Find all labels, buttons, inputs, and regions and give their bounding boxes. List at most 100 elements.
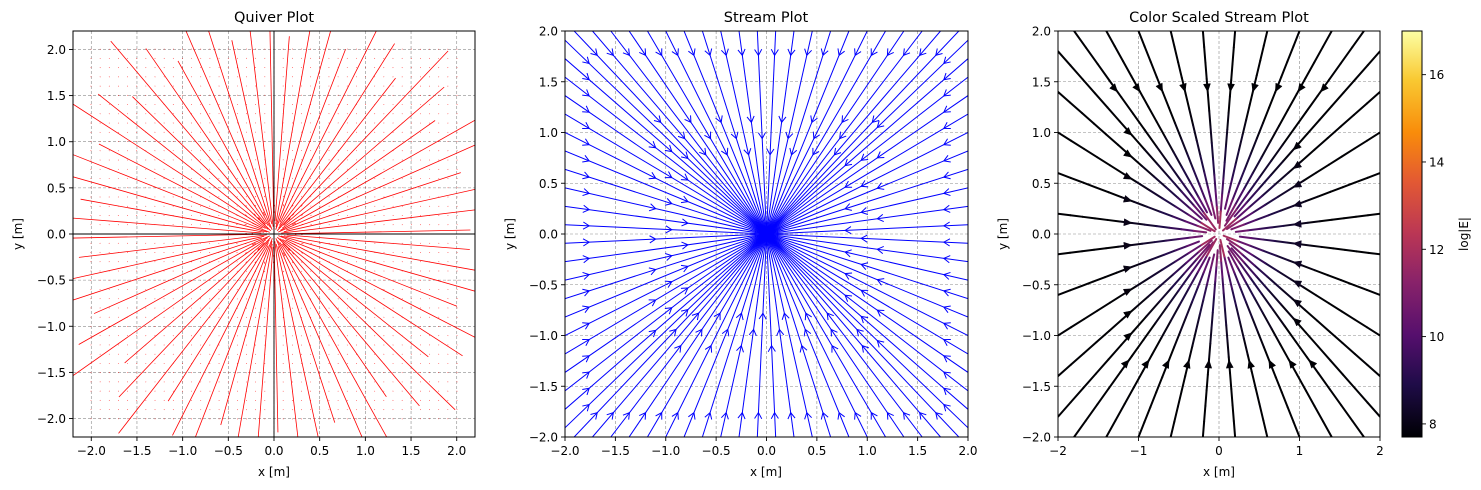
color-stream-segment [1225,203,1237,222]
quiver-arrow [356,150,357,152]
color-stream-segment [1058,90,1071,104]
quiver-arrow [292,252,295,255]
quiver-arrow [328,289,330,291]
stream-arrow [854,411,862,420]
stream-arrow [664,144,673,153]
color-stream-segment [1315,163,1330,174]
stream-arrow [582,105,590,113]
color-stream-segment [1274,254,1290,262]
stream-arrow [671,411,679,420]
color-stream-segment [1081,78,1097,95]
quiver-arrow [99,409,101,411]
stream-line [565,187,767,235]
colorbar-tick-label: 12 [1429,243,1444,257]
quiver-arrow [346,159,348,161]
quiver-arrow [447,48,449,50]
color-stream-segment [1206,237,1218,257]
quiver-arrow [253,252,256,255]
color-stream-segment [1168,226,1183,231]
quiver-arrow [383,131,385,133]
stream-line [565,233,767,281]
color-stream-segment [1354,64,1369,80]
quiver-arrow [281,209,475,234]
color-stream-segment [1234,188,1245,206]
color-stream-segment [1318,218,1333,223]
color-stream-segment [1200,241,1215,260]
quiver-arrow [145,94,147,96]
stream-line [565,233,767,263]
quiver-arrow [410,372,412,374]
quiver-arrow [110,40,266,225]
color-stream-segment [1300,264,1316,272]
stream-arrow [704,344,713,353]
color-stream-segment [1209,253,1216,271]
color-stream-segment [1231,163,1237,181]
color-stream-segment [1300,148,1316,163]
color-stream-segment [1093,247,1108,251]
color-stream-segment [1183,258,1198,275]
color-stream-segment [1259,44,1265,62]
color-stream-arrow [1292,299,1303,308]
color-stream-segment [1238,235,1253,240]
quiver-arrow [90,418,92,420]
stream-arrow [856,328,864,337]
stream-line [766,31,868,235]
color-stream-segment [1203,45,1207,64]
stream-line [766,233,968,410]
quiver-arrows [73,31,475,437]
quiver-panel: −2.0 −1.5 −1.0 −0.5 0.0 0.5 1.0 1.5 2.0 −2.0 −1.5… [11,10,476,479]
stream-arrow [778,115,787,124]
stream-arrow [871,115,880,124]
color-stream-segment [1352,284,1368,291]
color-stream-segment [1268,91,1277,109]
quiver-arrow [286,172,461,231]
quiver-arrow [90,48,92,50]
color-stream-segment [1258,159,1273,179]
color-stream-segment [1131,338,1145,357]
color-stream-segment [1105,419,1117,437]
colorbar-tick-label: 10 [1429,330,1444,344]
stream-arrow [695,328,703,337]
color-stream-x-tick-label: 1 [1296,444,1304,458]
color-stream-arrow [1109,83,1118,93]
stream-line [565,58,767,235]
color-stream-segment [1235,239,1251,247]
quiver-arrow [172,326,174,327]
color-stream-segment [1143,148,1158,165]
color-stream-segment [1366,212,1380,217]
quiver-arrow [456,409,458,411]
color-stream-segment [1330,217,1345,221]
quiver-y-label: y [m] [11,218,25,250]
stream-arrow [787,411,796,420]
quiver-arrow [245,261,247,263]
color-stream-segment [1234,229,1249,233]
stream-line [766,31,813,235]
color-stream-segment [1280,303,1295,320]
quiver-arrow [136,381,138,383]
color-stream-segment [1242,261,1258,278]
color-stream-segment [1157,286,1173,304]
color-stream-segment [1184,220,1199,227]
color-stream-segment [1276,187,1292,198]
stream-arrow [582,339,591,346]
color-stream-segment [1058,251,1072,256]
color-stream-segment [1340,310,1356,321]
stream-line [665,233,767,437]
quiver-arrow [275,238,363,437]
quiver-arrow [374,141,376,142]
color-stream-segment [1231,404,1235,423]
quiver-arrow [419,390,421,392]
stream-arrow [582,56,590,65]
color-stream-segment [1073,31,1087,49]
color-stream-segment [1341,181,1357,189]
stream-line [766,233,795,437]
color-stream-segment [1238,211,1254,222]
quiver-arrow [447,67,449,69]
quiver-arrow [127,76,129,78]
stream-y-tick-label: 0.0 [539,228,558,242]
stream-x-label: x [m] [750,465,782,479]
color-stream-segment [1070,139,1086,150]
stream-line [766,233,968,373]
quiver-arrow [167,242,269,402]
stream-arrow [680,308,689,317]
